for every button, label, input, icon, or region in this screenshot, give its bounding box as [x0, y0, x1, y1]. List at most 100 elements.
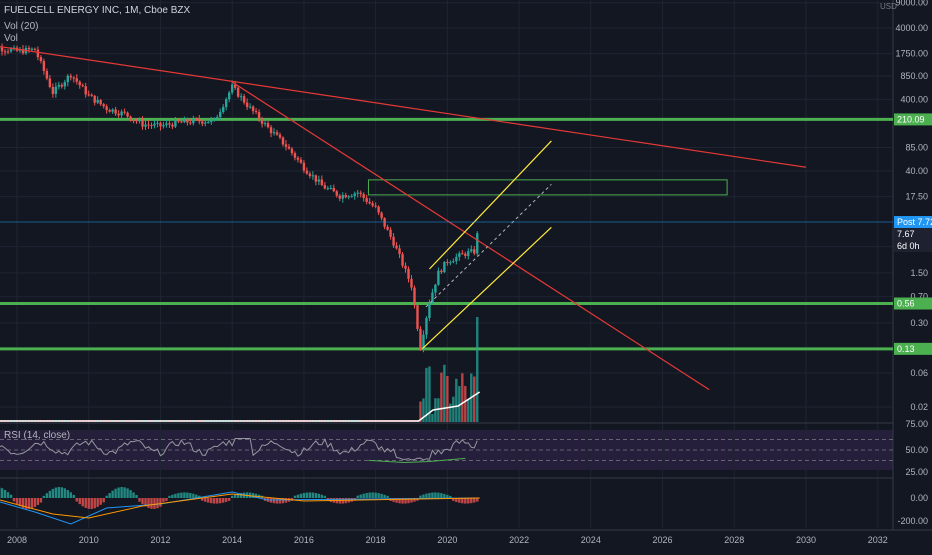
- candle-body: [291, 149, 293, 154]
- candle-body: [386, 227, 388, 230]
- macd-histogram-bar: [13, 498, 15, 501]
- macd-histogram-bar: [102, 498, 104, 502]
- macd-histogram-bar: [359, 495, 361, 498]
- macd-histogram-bar: [126, 488, 128, 498]
- candle-body: [34, 49, 36, 50]
- macd-histogram-bar: [300, 494, 302, 498]
- macd-histogram-bar: [204, 498, 206, 502]
- macd-histogram-bar: [73, 495, 75, 498]
- candle-body: [147, 125, 149, 126]
- candle-body: [135, 120, 137, 121]
- candle-body: [249, 107, 251, 108]
- macd-histogram-bar: [55, 488, 57, 498]
- volume-study-label[interactable]: Vol (20): [4, 21, 38, 32]
- candle-body: [99, 100, 101, 104]
- y-tick-label: 4000.00: [895, 23, 928, 33]
- candle-body: [150, 125, 152, 126]
- macd-histogram-bar: [365, 493, 367, 498]
- candle-body: [333, 188, 335, 191]
- candle-body: [216, 117, 218, 119]
- y-tick-label: 1750.00: [895, 49, 928, 59]
- x-tick-label: 2018: [366, 535, 386, 545]
- candle-body: [171, 125, 173, 127]
- macd-histogram-bar: [183, 492, 185, 498]
- x-tick-label: 2020: [437, 535, 457, 545]
- candle-body: [120, 112, 122, 116]
- macd-histogram-bar: [306, 493, 308, 498]
- candle-body: [177, 120, 179, 121]
- candle-body: [461, 253, 463, 254]
- macd-histogram-bar: [105, 496, 107, 498]
- level-price-label: 0.56: [897, 299, 915, 309]
- candle-body: [1, 48, 3, 52]
- macd-histogram-bar: [368, 493, 370, 498]
- volume-bar: [476, 317, 478, 422]
- volume-bar: [467, 399, 469, 422]
- x-tick-label: 2028: [724, 535, 744, 545]
- rsi-label[interactable]: RSI (14, close): [4, 430, 70, 441]
- macd-histogram-bar: [7, 492, 9, 498]
- candle-body: [476, 233, 478, 253]
- candle-body: [102, 104, 104, 106]
- macd-histogram-bar: [147, 498, 149, 508]
- rsi-tick-label: 25.00: [905, 467, 928, 477]
- macd-tick-label: -200.00: [897, 516, 928, 526]
- candle-body: [440, 271, 442, 272]
- candle-body: [183, 119, 185, 122]
- macd-histogram-bar: [88, 498, 90, 509]
- macd-histogram-bar: [192, 494, 194, 498]
- x-tick-label: 2012: [150, 535, 170, 545]
- macd-histogram-bar: [318, 494, 320, 498]
- candle-body: [264, 123, 266, 124]
- candle-body: [398, 248, 400, 254]
- candle-body: [123, 112, 125, 113]
- candle-body: [359, 193, 361, 194]
- candle-body: [189, 122, 191, 123]
- macd-histogram-bar: [419, 496, 421, 498]
- macd-histogram-bar: [168, 496, 170, 498]
- candle-body: [73, 77, 75, 78]
- candle-body: [141, 120, 143, 127]
- macd-histogram-bar: [446, 495, 448, 498]
- candle-body: [7, 51, 9, 52]
- candle-body: [279, 135, 281, 138]
- macd-histogram-bar: [315, 493, 317, 498]
- macd-histogram-bar: [4, 490, 6, 498]
- macd-histogram-bar: [470, 498, 472, 503]
- macd-histogram-bar: [207, 498, 209, 503]
- macd-histogram-bar: [76, 498, 78, 502]
- volume-bar: [473, 376, 475, 422]
- macd-histogram-bar: [85, 498, 87, 508]
- macd-histogram-bar: [114, 489, 116, 498]
- macd-histogram-bar: [231, 496, 233, 498]
- candle-body: [395, 246, 397, 249]
- volume-bar: [452, 397, 454, 422]
- candle-body: [342, 195, 344, 199]
- macd-histogram-bar: [123, 487, 125, 498]
- rsi-tick-label: 50.00: [905, 445, 928, 455]
- x-tick-label: 2030: [796, 535, 816, 545]
- candle-body: [410, 279, 412, 288]
- macd-histogram-bar: [422, 495, 424, 498]
- macd-histogram-bar: [464, 498, 466, 504]
- candle-body: [222, 107, 224, 112]
- macd-histogram-bar: [64, 488, 66, 498]
- macd-histogram-bar: [111, 491, 113, 498]
- candle-body: [85, 86, 87, 94]
- candle-body: [162, 125, 164, 126]
- volume-bar: [437, 398, 439, 422]
- macd-histogram-bar: [440, 493, 442, 498]
- candle-body: [419, 329, 421, 349]
- volume-bar: [455, 379, 457, 422]
- y-tick-label: 0.02: [910, 402, 928, 412]
- macd-histogram-bar: [443, 494, 445, 498]
- candle-body: [425, 318, 427, 335]
- macd-histogram-bar: [49, 491, 51, 498]
- candle-body: [467, 251, 469, 256]
- macd-histogram-bar: [428, 493, 430, 498]
- candle-body: [473, 249, 475, 253]
- x-tick-label: 2016: [294, 535, 314, 545]
- candle-body: [129, 117, 131, 121]
